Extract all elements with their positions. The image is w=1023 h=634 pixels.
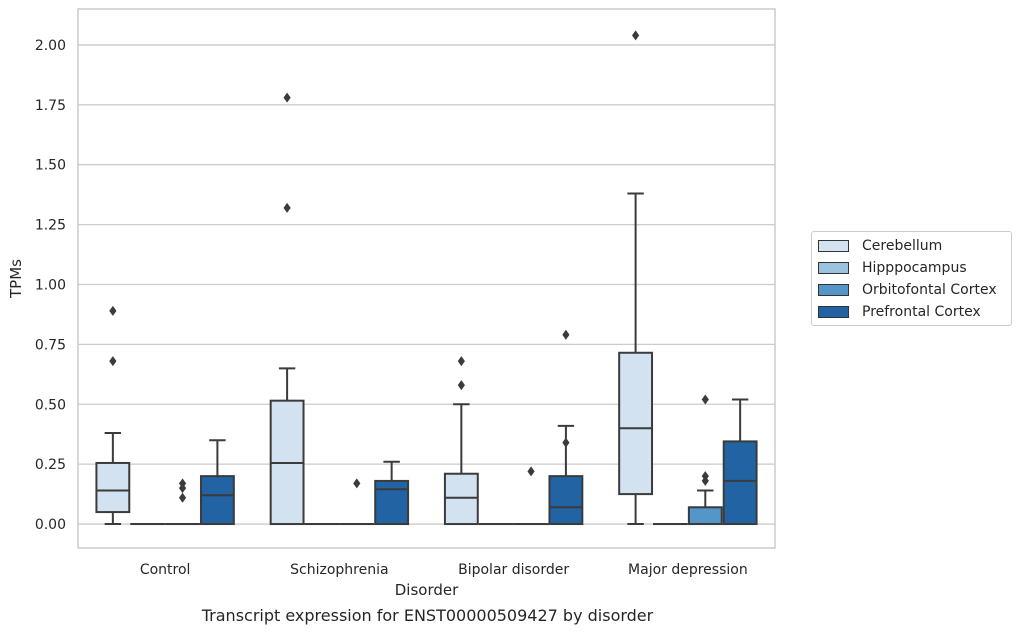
legend-label: Cerebellum [862, 238, 943, 254]
outlier-point [283, 92, 291, 103]
outlier-point [283, 202, 291, 213]
box [374, 479, 410, 526]
y-tick-label: 0.50 [35, 397, 66, 413]
plot-area [78, 9, 775, 548]
y-tick-label: 1.00 [35, 277, 66, 293]
outlier-point [178, 478, 187, 489]
y-tick-label: 1.75 [35, 98, 66, 114]
legend-label: Prefrontal Cortex [862, 304, 981, 320]
y-tick-label: 2.00 [35, 38, 66, 54]
y-tick-label: 1.25 [35, 218, 66, 234]
box [722, 440, 758, 526]
x-tick-label: Schizophrenia [290, 562, 388, 578]
outlier-point [701, 471, 709, 482]
y-tick-label: 0.75 [35, 337, 66, 353]
x-tick-label: Bipolar disorder [458, 562, 569, 578]
legend-item-orbitofrontal: Orbitofontal Cortex [818, 281, 997, 299]
legend-swatch-prefrontal [818, 306, 849, 318]
legend-swatch-orbitofrontal [818, 284, 849, 296]
box [95, 461, 131, 514]
legend-item-cerebellum: Cerebellum [818, 237, 942, 255]
box [618, 351, 654, 496]
box [199, 475, 235, 526]
legend-swatch-hippocampus [818, 262, 849, 274]
outlier-point [457, 380, 465, 391]
outlier-point [457, 356, 465, 367]
outlier-point [562, 329, 570, 340]
box [548, 475, 584, 526]
y-axis-label: TPMs [7, 259, 25, 299]
y-tick-label: 0.00 [35, 517, 66, 533]
outlier-point [178, 492, 187, 503]
outlier-point [701, 394, 709, 405]
legend-item-prefrontal: Prefrontal Cortex [818, 303, 981, 321]
outlier-point [353, 478, 361, 489]
x-tick-label: Control [140, 562, 191, 578]
y-tick-label: 0.25 [35, 457, 66, 473]
chart-caption: Transcript expression for ENST0000050942… [201, 606, 654, 625]
legend: Cerebellum Hipppocampus Orbitofontal Cor… [811, 231, 1012, 326]
box [687, 506, 723, 526]
outlier-point [109, 356, 117, 367]
outlier-point [527, 466, 535, 477]
y-tick-label: 1.50 [35, 158, 66, 174]
x-tick-label: Major depression [628, 562, 748, 578]
outlier-point [562, 437, 570, 448]
outlier-point [632, 30, 640, 41]
legend-label: Orbitofontal Cortex [862, 282, 997, 298]
legend-label: Hipppocampus [862, 260, 967, 276]
legend-swatch-cerebellum [818, 240, 849, 252]
outlier-point [109, 305, 117, 316]
box [443, 472, 479, 526]
x-axis-label: Disorder [395, 581, 459, 599]
plot-frame [77, 8, 776, 549]
legend-item-hippocampus: Hipppocampus [818, 259, 967, 277]
